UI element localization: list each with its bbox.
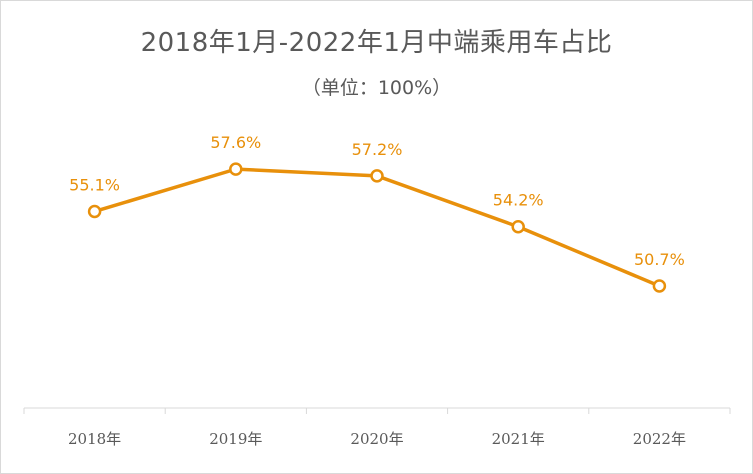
data-point-marker [370,169,384,183]
data-label: 55.1% [69,175,120,194]
data-point-marker [229,162,243,176]
data-point-marker [511,219,525,234]
data-label: 50.7% [634,250,685,269]
x-tick-label: 2022年 [633,430,686,448]
data-point-marker [87,204,102,219]
x-tick-label: 2020年 [350,430,403,448]
chart-subtitle: （单位：100%） [301,77,452,99]
chart-title: 2018年1月-2022年1月中端乘用车占比 [140,28,613,58]
data-label: 57.6% [210,133,261,152]
data-label: 54.2% [493,191,544,210]
x-tick-label: 2019年 [209,430,262,448]
data-label: 57.2% [352,140,403,159]
x-tick-label: 2018年 [68,430,121,448]
series-line [92,167,662,288]
data-point-marker [652,279,667,293]
x-tick-label: 2021年 [492,430,545,448]
